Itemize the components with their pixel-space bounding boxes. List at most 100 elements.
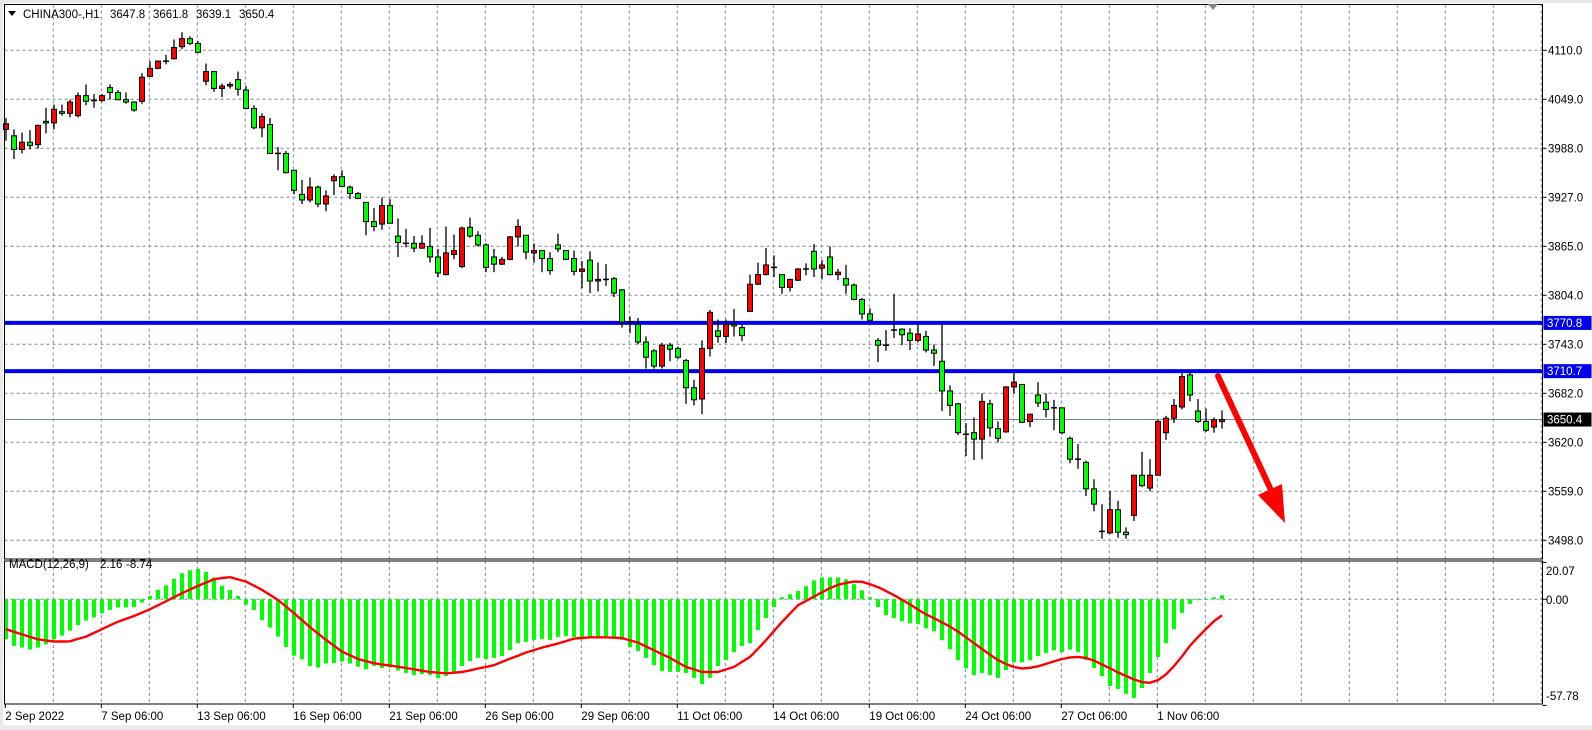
candle xyxy=(811,244,817,278)
candle xyxy=(611,277,617,298)
candle xyxy=(531,243,537,263)
macd-histogram-bar xyxy=(76,599,80,625)
candle xyxy=(619,289,625,328)
macd-histogram-bar xyxy=(940,599,944,641)
macd-histogram-bar xyxy=(12,599,16,646)
candle-body xyxy=(1011,381,1017,388)
candle-body xyxy=(339,176,345,187)
candle-body xyxy=(323,195,329,205)
candle-body xyxy=(491,256,497,265)
candle xyxy=(283,151,289,174)
ohlc-low: 3639.1 xyxy=(196,9,231,21)
collapse-triangle-icon[interactable] xyxy=(8,11,16,16)
axes: 4110.0 4049.0 3988.0 3927.0 3865.0 3804.0 3743… xyxy=(4,4,1592,723)
macd-histogram-bar xyxy=(1132,599,1136,698)
candle-body xyxy=(1203,420,1209,431)
candle-body xyxy=(843,278,849,286)
macd-histogram-bar xyxy=(4,599,8,640)
macd-histogram-bar xyxy=(412,599,416,675)
candle-body xyxy=(571,258,577,272)
candle xyxy=(731,309,737,337)
candle-body xyxy=(1195,410,1201,422)
macd-histogram-bar xyxy=(1124,599,1128,694)
candle-body xyxy=(75,95,81,117)
macd-histogram-bar xyxy=(332,599,336,664)
candle xyxy=(1059,407,1065,435)
macd-histogram-bar xyxy=(500,599,504,657)
candle-body xyxy=(515,225,521,238)
candle xyxy=(395,218,401,257)
macd-histogram-bar xyxy=(460,599,464,666)
candle xyxy=(859,297,865,320)
candle xyxy=(1131,474,1137,521)
candle-body xyxy=(635,323,641,343)
candle-body xyxy=(371,221,377,227)
candle-body xyxy=(955,403,961,434)
candle xyxy=(1123,527,1129,539)
macd-histogram-bar xyxy=(268,599,272,628)
candle-body xyxy=(219,85,225,89)
macd-histogram-bar xyxy=(876,599,880,607)
macd-histogram-bar xyxy=(948,599,952,650)
candle xyxy=(1003,386,1009,433)
macd-histogram-bar xyxy=(1212,597,1216,600)
chart-shift-marker-icon[interactable] xyxy=(1208,4,1218,10)
candle xyxy=(267,118,273,154)
candle-body xyxy=(499,258,505,265)
candle-body xyxy=(851,284,857,300)
macd-header: MACD(12,26,9) 2.16 -8.74 xyxy=(9,559,153,571)
candle xyxy=(291,169,297,195)
candle-body xyxy=(475,234,481,246)
candle xyxy=(1067,436,1073,464)
candle xyxy=(523,234,529,260)
candle xyxy=(1099,504,1105,539)
horizontal-levels[interactable] xyxy=(4,320,1543,421)
candle xyxy=(963,423,969,456)
candle-body xyxy=(811,250,817,270)
candle-body xyxy=(595,278,601,282)
candle-body xyxy=(1107,509,1113,534)
macd-histogram-bar xyxy=(1036,599,1040,657)
candle xyxy=(339,170,345,188)
candle xyxy=(59,104,65,116)
candle xyxy=(979,393,985,460)
candle xyxy=(939,324,945,412)
candle-body xyxy=(179,38,185,48)
candle-body xyxy=(995,428,1001,439)
candle xyxy=(299,179,305,204)
down-arrow-annotation[interactable] xyxy=(1215,373,1285,523)
candle-body xyxy=(667,344,673,350)
candle xyxy=(1019,384,1025,424)
macd-histogram-bar xyxy=(484,599,488,659)
candle-body xyxy=(1163,417,1169,434)
candle-body xyxy=(331,176,337,182)
candle-body xyxy=(619,289,625,323)
candle xyxy=(347,185,353,200)
macd-histogram-bar xyxy=(604,599,608,637)
candle xyxy=(827,246,833,276)
candle xyxy=(715,319,721,343)
candle xyxy=(379,197,385,230)
macd-histogram-bar xyxy=(964,599,968,669)
candle xyxy=(51,104,57,130)
candle xyxy=(275,147,281,171)
candle xyxy=(147,61,153,78)
candle xyxy=(659,342,665,369)
candle xyxy=(195,41,201,54)
candle-body xyxy=(203,71,209,82)
candle xyxy=(819,260,825,280)
candle xyxy=(3,118,9,141)
macd-histogram-bar xyxy=(620,599,624,640)
candle-body xyxy=(675,347,681,358)
candle-body xyxy=(731,323,737,327)
candle-body xyxy=(283,152,289,174)
macd-histogram-bar xyxy=(84,599,88,621)
macd-histogram-bar xyxy=(852,584,856,600)
candle-body xyxy=(579,268,585,272)
candle xyxy=(411,236,417,253)
candle xyxy=(947,385,953,416)
macd-histogram-bar xyxy=(436,599,440,679)
macd-histogram-bar xyxy=(972,599,976,675)
macd-pane xyxy=(4,568,1224,698)
